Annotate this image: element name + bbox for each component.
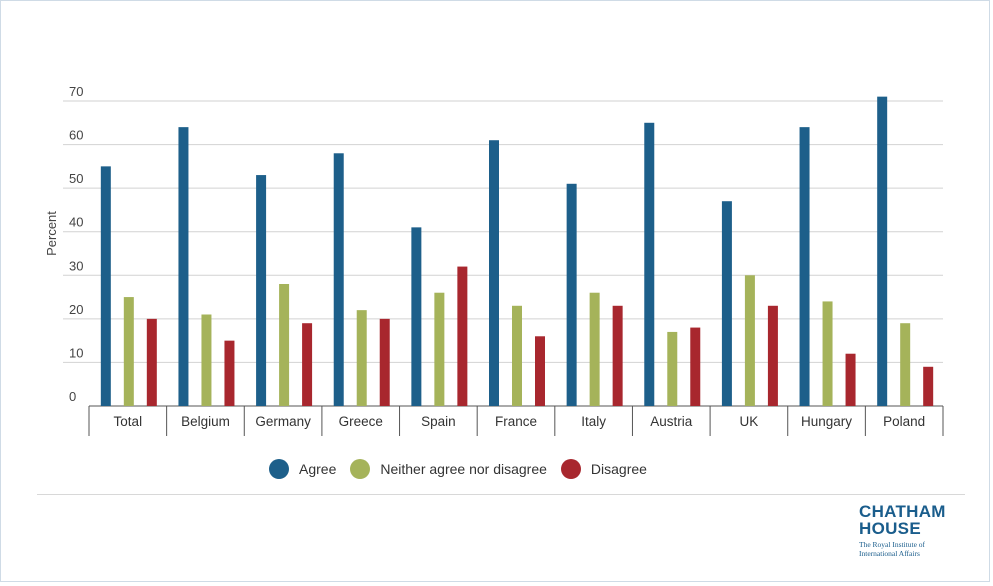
legend-swatch-agree [269, 459, 289, 479]
bar-disagree [767, 305, 778, 406]
bar-agree [799, 127, 810, 407]
bar-neither-agree-nor-disagree [589, 292, 600, 406]
footer-divider [37, 494, 965, 495]
bar-neither-agree-nor-disagree [201, 314, 212, 406]
x-tick-label: Poland [883, 414, 925, 429]
logo-line-1: CHATHAM [859, 502, 946, 521]
y-tick-label: 20 [69, 302, 83, 317]
bar-neither-agree-nor-disagree [123, 297, 134, 406]
bar-neither-agree-nor-disagree [822, 301, 833, 406]
bar-disagree [845, 353, 856, 406]
x-tick-label: Italy [581, 414, 606, 429]
bar-agree [644, 122, 655, 407]
bar-agree [411, 227, 422, 406]
bar-disagree [612, 305, 623, 406]
chatham-house-logo: CHATHAM HOUSE The Royal Institute of Int… [859, 503, 959, 558]
legend-item-neither: Neither agree nor disagree [350, 459, 547, 479]
bar-disagree [923, 366, 934, 406]
bar-neither-agree-nor-disagree [512, 305, 522, 406]
bar-disagree [146, 318, 157, 406]
legend-label-neither: Neither agree nor disagree [380, 461, 547, 477]
bar-neither-agree-nor-disagree [434, 292, 445, 406]
legend-swatch-neither [350, 459, 371, 479]
grouped-bar-chart: 0 10 20 30 40 50 60 70 Percent Total Belgium German… [44, 84, 944, 436]
legend-swatch-disagree [560, 459, 581, 479]
legend-label-agree: Agree [299, 461, 337, 477]
bar-neither-agree-nor-disagree [356, 310, 367, 406]
x-tick-label: Austria [650, 414, 693, 429]
y-tick-label: 30 [69, 258, 83, 273]
bar-disagree [302, 323, 313, 406]
legend: Agree Neither agree nor disagree Disagre… [269, 457, 661, 481]
bar-disagree [224, 340, 235, 406]
legend-item-disagree: Disagree [560, 459, 647, 479]
y-axis-title: Percent [44, 211, 59, 256]
logo-line-2: HOUSE [859, 519, 921, 538]
x-tick-label: Greece [339, 414, 383, 429]
x-tick-label: Spain [421, 414, 456, 429]
bar-disagree [535, 336, 545, 406]
bar-agree [100, 166, 111, 406]
x-tick-label: France [495, 414, 537, 429]
bar-disagree [379, 318, 390, 406]
x-tick-label: Total [114, 414, 143, 429]
bar-neither-agree-nor-disagree [900, 323, 911, 406]
bar-neither-agree-nor-disagree [744, 275, 755, 406]
x-tick-label: Hungary [801, 414, 852, 429]
logo-subtitle: The Royal Institute of International Aff… [859, 540, 926, 558]
y-tick-label: 0 [69, 389, 76, 404]
bar-disagree [457, 266, 468, 406]
bar-agree [178, 127, 189, 407]
y-tick-label: 50 [69, 171, 83, 186]
bar-agree [566, 183, 577, 406]
bar-agree [721, 201, 732, 406]
bar-neither-agree-nor-disagree [279, 284, 290, 406]
bar-disagree [690, 327, 701, 406]
y-tick-label: 10 [69, 345, 83, 360]
legend-label-disagree: Disagree [590, 461, 647, 477]
x-tick-label: Germany [255, 414, 311, 429]
bar-agree [333, 153, 344, 406]
legend-item-agree: Agree [269, 459, 336, 479]
bar-agree [489, 140, 499, 406]
y-tick-label: 60 [69, 128, 83, 143]
bar-neither-agree-nor-disagree [667, 331, 678, 406]
x-tick-label: Belgium [181, 414, 230, 429]
y-tick-label: 70 [69, 84, 83, 99]
bar-agree [256, 175, 267, 406]
x-tick-label: UK [740, 414, 759, 429]
bar-agree [877, 96, 888, 407]
y-tick-label: 40 [69, 215, 83, 230]
